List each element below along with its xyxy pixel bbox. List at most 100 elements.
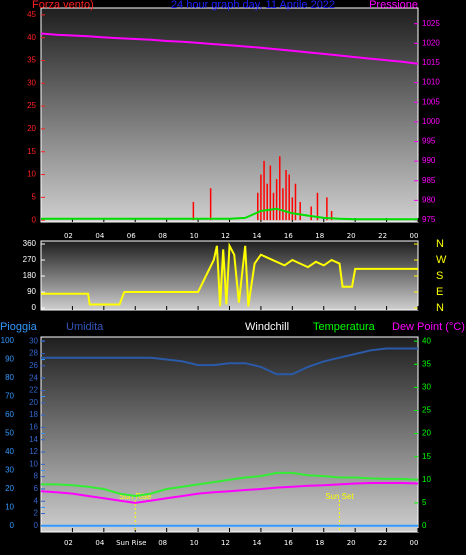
y-tick-label: 30 — [27, 78, 36, 87]
y-tick-label: 16 — [29, 423, 38, 432]
y-tick-label: 35 — [27, 56, 36, 65]
y-tick-label: 5 — [422, 498, 427, 507]
x-tick-label: 12 — [221, 539, 230, 547]
y-tick-label: 20 — [27, 124, 36, 133]
y-tick-label: 20 — [5, 484, 14, 493]
y-tick-label: 0 — [32, 215, 37, 224]
series-line — [41, 347, 418, 376]
y-tick-label: 20 — [422, 429, 431, 438]
y-tick-label: 26 — [29, 361, 38, 370]
x-tick-label: 02 — [64, 539, 73, 547]
y-tick-label: 270 — [23, 255, 37, 264]
y-tick-label: 1020 — [422, 38, 440, 47]
y-tick-label: 28 — [29, 349, 38, 358]
y-tick-label: 20 — [29, 398, 38, 407]
y-tick-label: 8 — [34, 472, 39, 481]
y-tick-label: 1015 — [422, 58, 440, 67]
x-tick-label: 18 — [315, 232, 324, 240]
y-tick-label: 90 — [27, 287, 36, 296]
legend-label: Windchill — [245, 321, 289, 333]
y-tick-label: 180 — [23, 271, 37, 280]
x-tick-label: 08 — [158, 539, 167, 547]
plot-area — [40, 7, 419, 223]
x-tick-label: 10 — [190, 232, 199, 240]
y-tick-label: 10 — [27, 170, 36, 179]
y-tick-label: 0 — [32, 303, 37, 312]
y-tick-label: 995 — [422, 137, 436, 146]
y-tick-label: 22 — [29, 386, 38, 395]
x-tick-label: 20 — [347, 539, 356, 547]
y-tick-label: E — [436, 286, 443, 298]
y-tick-label: 1025 — [422, 19, 440, 28]
y-tick-label: 10 — [29, 459, 38, 468]
y-tick-label: 6 — [34, 484, 39, 493]
y-tick-label: N — [436, 302, 444, 314]
plot-area — [40, 336, 419, 533]
series-line — [41, 471, 419, 498]
y-tick-label: 0 — [10, 521, 15, 530]
x-tick-label: 00 — [410, 232, 419, 240]
x-tick-label: 16 — [284, 539, 293, 547]
x-tick-label: 20 — [347, 232, 356, 240]
legend-label: Temperatura — [313, 321, 376, 333]
chart-title: 24 hour graph day, 11 Aprile 2022 — [171, 0, 335, 11]
y2-axis-label: Pressione — [369, 0, 418, 11]
x-tick-label: 14 — [252, 232, 261, 240]
y-tick-label: 90 — [5, 355, 14, 364]
series-line — [40, 32, 419, 65]
y-tick-label: 0 — [422, 521, 427, 530]
x-tick-label: 00 — [410, 539, 419, 547]
y-axis-label: Forza vento) — [32, 0, 94, 11]
y-tick-label: 18 — [29, 410, 38, 419]
y-tick-label: 35 — [422, 359, 431, 368]
x-tick-label: 12 — [221, 232, 230, 240]
y-tick-label: 70 — [5, 392, 14, 401]
y-tick-label: W — [436, 254, 447, 266]
y-tick-label: 0 — [34, 521, 39, 530]
y-tick-label: 10 — [5, 503, 14, 512]
y-tick-label: 15 — [27, 147, 36, 156]
x-tick-label: 06 — [127, 232, 136, 240]
y-tick-label: 1000 — [422, 117, 440, 126]
y-tick-label: 25 — [422, 406, 431, 415]
y-tick-label: 60 — [5, 410, 14, 419]
y-tick-label: 990 — [422, 156, 436, 165]
y-tick-label: 360 — [23, 239, 37, 248]
x-tick-label: 08 — [158, 232, 167, 240]
y-tick-label: 12 — [29, 447, 38, 456]
x-tick-label: 02 — [64, 232, 73, 240]
series-line — [41, 207, 418, 221]
y-tick-label: 30 — [422, 382, 431, 391]
y-tick-label: 2 — [34, 509, 39, 518]
legend-label: Pioggia — [0, 321, 38, 333]
x-tick-label: 22 — [378, 539, 387, 547]
y-tick-label: 985 — [422, 176, 436, 185]
y-tick-label: 100 — [1, 336, 15, 345]
y-tick-label: 40 — [27, 33, 36, 42]
y-tick-label: 40 — [5, 447, 14, 456]
series-line — [41, 242, 418, 307]
x-tick-label: 04 — [95, 232, 104, 240]
x-tick-label: 14 — [252, 539, 261, 547]
legend-label: Umidita — [66, 321, 104, 333]
y-tick-label: S — [436, 270, 443, 282]
y-tick-label: 5 — [32, 192, 37, 201]
x-tick-label: 16 — [284, 232, 293, 240]
y-tick-label: 24 — [29, 373, 38, 382]
y-tick-label: 40 — [422, 336, 431, 345]
x-tick-label: Sun Rise — [116, 539, 146, 547]
y-tick-label: 30 — [5, 466, 14, 475]
series-line — [40, 482, 419, 504]
y-tick-label: 50 — [5, 429, 14, 438]
x-tick-label: 04 — [95, 539, 104, 547]
annotation-label: Sun Set — [325, 492, 354, 501]
x-tick-label: 18 — [315, 539, 324, 547]
legend-label: Dew Point (°C) — [392, 321, 465, 333]
y-tick-label: 975 — [422, 215, 436, 224]
y-tick-label: 30 — [29, 336, 38, 345]
y-tick-label: 980 — [422, 196, 436, 205]
y-tick-label: 4 — [34, 496, 39, 505]
y-tick-label: 14 — [29, 435, 38, 444]
y-tick-label: 80 — [5, 373, 14, 382]
